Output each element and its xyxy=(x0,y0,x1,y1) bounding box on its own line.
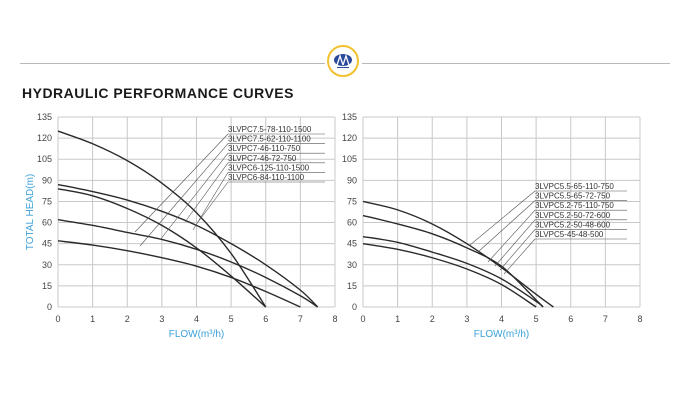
y-tick-label: 135 xyxy=(342,112,357,122)
leader-line xyxy=(469,190,536,246)
series-line-2 xyxy=(362,214,544,308)
y-tick-label: 30 xyxy=(347,260,357,270)
y-tick-label: 105 xyxy=(342,154,357,164)
chart-2: 0 1 2 3 4 5 6 7 80153045607590105120135FLOW(m³/h… xyxy=(342,112,643,340)
y-axis-label: TOTAL HEAD(m) xyxy=(25,174,36,250)
curve-label: 3LVPC5.5-65-110-750 xyxy=(535,182,614,191)
leader-line xyxy=(159,153,229,241)
series-line-3 xyxy=(362,235,544,308)
x-tick-label: 5 xyxy=(229,314,234,324)
x-tick-label: 1 xyxy=(395,314,400,324)
x-tick-label: 1 xyxy=(90,314,95,324)
leader-line xyxy=(477,200,536,253)
curve-label: 3LVPC7.5-78-110-1500 xyxy=(228,125,312,134)
y-tick-label: 120 xyxy=(342,133,357,143)
x-tick-label: 3 xyxy=(464,314,469,324)
x-tick-label: 6 xyxy=(263,314,268,324)
x-tick-label: 0 xyxy=(55,314,60,324)
curve-label: 3LVPC5.2-50-72-600 xyxy=(535,211,611,220)
x-tick-label: 0 xyxy=(360,314,365,324)
chart-1: 0 1 2 3 4 5 6 7 80153045607590105120135FLOW(m³/h… xyxy=(25,112,338,340)
x-tick-label: 2 xyxy=(430,314,435,324)
x-tick-label: 3 xyxy=(159,314,164,324)
header-rule-left xyxy=(20,63,325,64)
x-tick-label: 7 xyxy=(603,314,608,324)
x-tick-label: 2 xyxy=(125,314,130,324)
y-tick-label: 120 xyxy=(37,133,52,143)
curve-label: 3LVPC6-125-110-1500 xyxy=(228,163,310,172)
company-logo xyxy=(327,45,359,77)
x-tick-label: 8 xyxy=(332,314,337,324)
y-tick-label: 15 xyxy=(42,281,52,291)
leader-line xyxy=(134,133,229,233)
x-axis-label: FLOW(m³/h) xyxy=(169,329,225,340)
leader-line xyxy=(499,229,536,271)
y-tick-label: 90 xyxy=(347,175,357,185)
series-line-3 xyxy=(57,188,267,308)
y-tick-label: 15 xyxy=(347,281,357,291)
series-line-1 xyxy=(57,130,267,308)
header-rule-right xyxy=(362,63,670,64)
curve-label: 3LVPC5.2-50-48-600 xyxy=(535,220,611,229)
y-tick-label: 60 xyxy=(42,218,52,228)
curve-label: 3LVPC5.5-65-72-750 xyxy=(535,192,611,201)
y-tick-label: 105 xyxy=(37,154,52,164)
y-tick-label: 60 xyxy=(347,218,357,228)
x-tick-label: 6 xyxy=(568,314,573,324)
leader-line xyxy=(487,209,536,263)
leader-line xyxy=(503,238,536,275)
y-tick-label: 75 xyxy=(42,196,52,206)
leader-line xyxy=(494,219,536,267)
curve-label: 3LVPC7-46-72-750 xyxy=(228,154,297,163)
x-tick-label: 5 xyxy=(534,314,539,324)
leader-line xyxy=(139,143,229,247)
x-tick-label: 4 xyxy=(194,314,199,324)
x-tick-label: 4 xyxy=(499,314,504,324)
y-tick-label: 45 xyxy=(42,239,52,249)
y-tick-label: 30 xyxy=(42,260,52,270)
logo-icon xyxy=(334,53,352,68)
y-tick-label: 90 xyxy=(42,175,52,185)
x-tick-label: 7 xyxy=(298,314,303,324)
curve-label: 3LVPC5.2-75-110-750 xyxy=(535,201,614,210)
series-line-4 xyxy=(362,242,537,308)
y-tick-label: 0 xyxy=(352,302,357,312)
leader-line xyxy=(184,162,229,223)
curve-label: 3LVPC7-46-110-750 xyxy=(228,144,301,153)
x-tick-label: 8 xyxy=(637,314,642,324)
series-line-1 xyxy=(362,200,554,308)
leader-line xyxy=(197,181,229,223)
curve-label: 3LVPC6-84-110-1100 xyxy=(228,173,305,182)
series-line-5 xyxy=(57,240,301,308)
series-line-2 xyxy=(57,183,319,308)
page-title: HYDRAULIC PERFORMANCE CURVES xyxy=(22,85,294,101)
y-tick-label: 135 xyxy=(37,112,52,122)
y-tick-label: 75 xyxy=(347,196,357,206)
series-line-4 xyxy=(57,219,319,308)
y-tick-label: 45 xyxy=(347,239,357,249)
curve-label: 3LVPC5-45-48-500 xyxy=(535,230,604,239)
x-axis-label: FLOW(m³/h) xyxy=(474,329,530,340)
curve-label: 3LVPC7.5-62-110-1100 xyxy=(228,135,311,144)
y-tick-label: 0 xyxy=(47,302,52,312)
